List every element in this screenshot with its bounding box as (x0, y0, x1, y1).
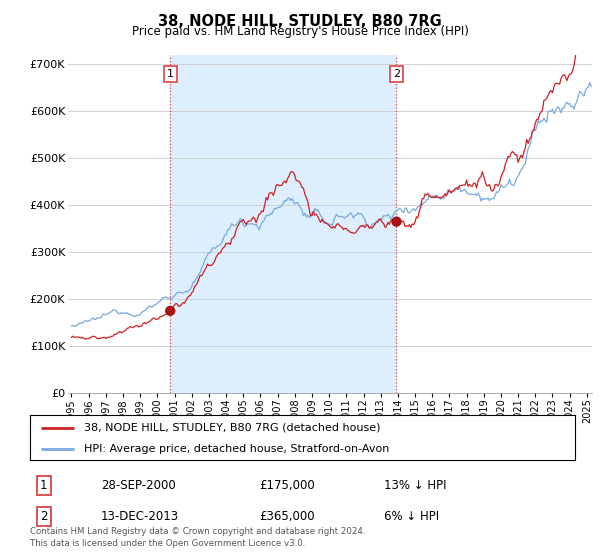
Text: £175,000: £175,000 (259, 479, 314, 492)
Text: 13% ↓ HPI: 13% ↓ HPI (384, 479, 447, 492)
Bar (170, 55, 397, 393)
Text: HPI: Average price, detached house, Stratford-on-Avon: HPI: Average price, detached house, Stra… (85, 444, 390, 454)
Text: 1: 1 (167, 69, 174, 79)
Text: 28-SEP-2000: 28-SEP-2000 (101, 479, 176, 492)
Text: Price paid vs. HM Land Registry's House Price Index (HPI): Price paid vs. HM Land Registry's House … (131, 25, 469, 38)
Text: Contains HM Land Registry data © Crown copyright and database right 2024.
This d: Contains HM Land Registry data © Crown c… (30, 527, 365, 548)
Text: 2: 2 (393, 69, 400, 79)
Text: 2: 2 (40, 510, 47, 523)
Text: 38, NODE HILL, STUDLEY, B80 7RG: 38, NODE HILL, STUDLEY, B80 7RG (158, 14, 442, 29)
Text: £365,000: £365,000 (259, 510, 314, 523)
Text: 6% ↓ HPI: 6% ↓ HPI (384, 510, 439, 523)
Text: 13-DEC-2013: 13-DEC-2013 (101, 510, 179, 523)
Point (166, 306, 175, 315)
Text: 1: 1 (40, 479, 47, 492)
Text: 38, NODE HILL, STUDLEY, B80 7RG (detached house): 38, NODE HILL, STUDLEY, B80 7RG (detache… (85, 423, 381, 432)
Point (392, 217, 401, 226)
